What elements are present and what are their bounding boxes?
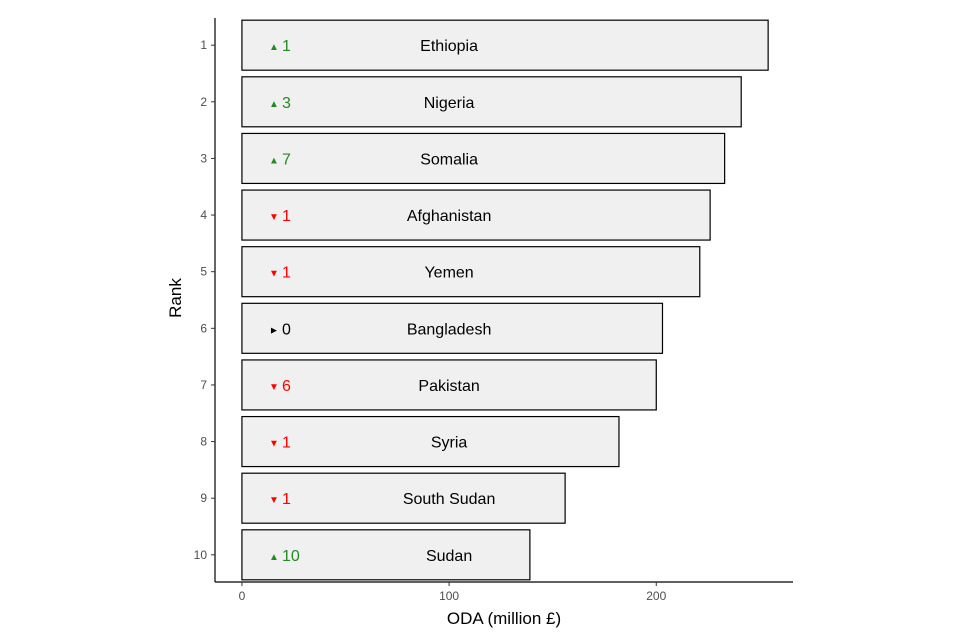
rank-change-value: 1	[282, 491, 291, 508]
bar-somalia	[241, 132, 726, 185]
rank-change-value: 0	[282, 321, 291, 338]
bar-syria	[241, 415, 620, 468]
y-tick-label: 5	[200, 265, 207, 279]
bar-label: Somalia	[420, 151, 478, 168]
x-tick-label: 100	[439, 589, 459, 603]
rank-change-value: 1	[282, 435, 291, 452]
rank-change-value: 1	[282, 38, 291, 55]
bar-ethiopia	[241, 19, 769, 71]
rank-change-value: 6	[282, 378, 291, 395]
x-ticks: 0 100 200	[239, 582, 667, 603]
y-tick-label: 7	[200, 378, 207, 392]
y-tick-label: 2	[200, 95, 207, 109]
y-tick-label: 6	[200, 321, 207, 335]
y-tick-label: 1	[200, 38, 207, 52]
bar-label: Ethiopia	[420, 38, 478, 55]
bar-label: Afghanistan	[407, 208, 492, 225]
bar-nigeria	[241, 76, 742, 128]
rank-change-up-icon: ▲	[269, 42, 279, 53]
bar-label: Syria	[431, 435, 468, 452]
rank-change-down-icon: ▼	[269, 269, 279, 280]
bar-label: Pakistan	[418, 378, 479, 395]
bar-south-sudan	[241, 472, 566, 524]
bar-label: Nigeria	[424, 95, 475, 112]
bar-label: Sudan	[426, 548, 472, 565]
rank-change-up-icon: ▲	[269, 552, 279, 563]
y-tick-label: 10	[194, 548, 208, 562]
y-tick-label: 3	[200, 151, 207, 165]
rank-change-value: 10	[282, 548, 300, 565]
x-tick-label: 200	[646, 589, 666, 603]
y-ticks: 1 2 3 4 5 6 7 8 9 10	[194, 38, 215, 562]
rank-change-same-icon: ►	[269, 325, 279, 336]
bar-pakistan	[241, 359, 657, 411]
rank-change-down-icon: ▼	[269, 382, 279, 393]
rank-change-value: 1	[282, 265, 291, 282]
bar-label: Yemen	[424, 265, 473, 282]
rank-change-value: 3	[282, 95, 291, 112]
bar-bangladesh	[241, 302, 664, 354]
bar-yemen	[241, 246, 701, 298]
bar-label: South Sudan	[403, 491, 496, 508]
y-axis-label: Rank	[166, 278, 185, 318]
rank-change-up-icon: ▲	[269, 155, 279, 166]
bar-afghanistan	[241, 189, 711, 241]
rank-change-up-icon: ▲	[269, 99, 279, 110]
y-tick-label: 8	[200, 435, 207, 449]
bar-sudan	[241, 529, 531, 581]
rank-change-down-icon: ▼	[269, 495, 279, 506]
rank-change-value: 1	[282, 208, 291, 225]
y-tick-label: 4	[200, 208, 207, 222]
x-axis-label: ODA (million £)	[447, 609, 561, 628]
x-tick-label: 0	[239, 589, 246, 603]
bar-label: Bangladesh	[407, 321, 492, 338]
rank-change-down-icon: ▼	[269, 212, 279, 223]
rank-change-value: 7	[282, 151, 291, 168]
y-tick-label: 9	[200, 491, 207, 505]
rank-change-down-icon: ▼	[269, 439, 279, 450]
